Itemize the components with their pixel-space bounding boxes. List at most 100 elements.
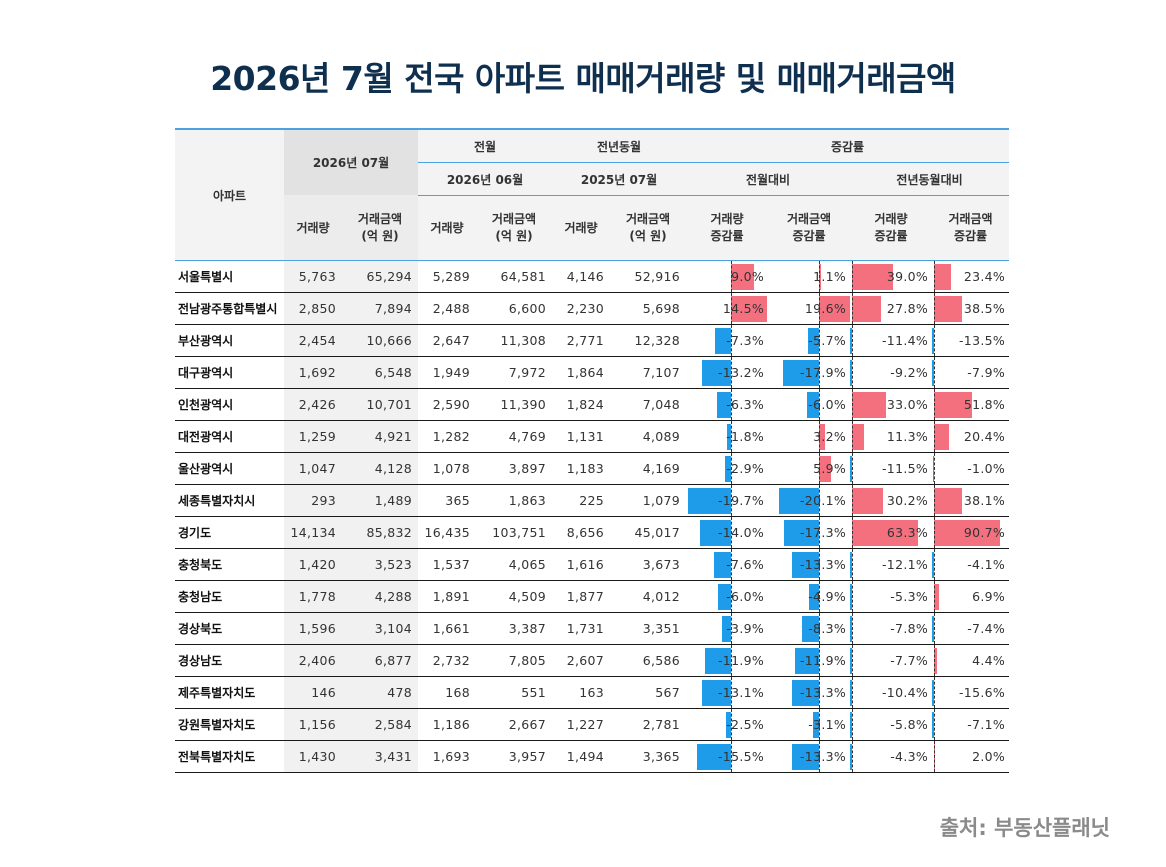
yoy-header: 전년동월대비 [850,162,1010,196]
py-vol-header: 거래량 [552,195,611,261]
change-label: -11.5% [882,461,929,476]
change-bar [717,392,732,418]
change-bar [934,296,963,322]
change-label: -5.7% [808,333,847,348]
change-cell-vol-yoy: -9.2% [850,356,933,389]
zero-axis-line [934,453,936,484]
value-cell-a-cur: 6,877 [342,644,419,677]
change-cell-amt-mom: -4.9% [768,580,851,613]
value-cell-v-cur: 1,047 [284,452,342,485]
zero-axis-line [819,421,821,452]
change-cell-amt-yoy: 20.4% [932,420,1010,453]
change-label: -15.6% [959,685,1006,700]
change-label: -13.5% [959,333,1006,348]
value-cell-a-cur: 7,894 [342,292,419,325]
change-label: 5.9% [813,461,847,476]
change-cell-vol-yoy: -11.5% [850,452,933,485]
value-cell-v-pm: 1,537 [418,548,477,581]
region-cell: 강원특별자치도 [175,708,284,741]
zero-axis-line [819,485,821,516]
table-row: 충청남도 1,778 4,288 1,891 4,509 1,877 4,012 -6.0% -… [175,580,1010,613]
pm-vol-header: 거래량 [418,195,477,261]
change-cell-vol-yoy: 11.3% [850,420,933,453]
value-cell-a-pm: 551 [476,676,553,709]
zero-axis-line [934,677,936,708]
value-cell-a-py: 1,079 [610,484,687,517]
change-label: 23.4% [963,269,1006,284]
change-cell-vol-yoy: -7.8% [850,612,933,645]
change-bar [696,744,732,770]
change-label: 1.1% [813,269,847,284]
change-cell-amt-yoy: -1.0% [932,452,1010,485]
region-cell: 제주특별자치도 [175,676,284,709]
change-bar [850,744,853,770]
change-bar [819,264,822,290]
table-row: 울산광역시 1,047 4,128 1,078 3,897 1,183 4,169 -2.9%… [175,452,1010,485]
zero-axis-line [934,517,936,548]
change-cell-vol-mom: -14.0% [686,516,769,549]
zero-axis-line [852,325,854,356]
change-cell-amt-yoy: -7.4% [932,612,1010,645]
value-cell-v-pm: 2,488 [418,292,477,325]
change-cell-vol-mom: -6.3% [686,388,769,421]
change-bar [850,648,853,674]
change-bar [850,584,853,610]
change-bar [852,520,918,546]
change-label: -14.0% [718,525,765,540]
change-label: -19.7% [718,493,765,508]
value-cell-a-cur: 3,431 [342,740,419,773]
yoy-vol-chg-header: 거래량 증감률 [850,195,933,261]
change-bar [714,328,732,354]
value-cell-v-pm: 1,186 [418,708,477,741]
change-cell-vol-yoy: 39.0% [850,260,933,293]
zero-axis-line [852,357,854,388]
change-bar [850,456,853,482]
change-bar [819,296,851,322]
zero-axis-line [934,613,936,644]
change-label: 20.4% [963,429,1006,444]
zero-axis-line [731,293,733,324]
change-label: -17.9% [800,365,847,380]
change-label: -5.3% [890,589,929,604]
change-label: -11.4% [882,333,929,348]
change-cell-vol-mom: -13.1% [686,676,769,709]
change-label: -1.0% [967,461,1006,476]
zero-axis-line [819,581,821,612]
region-header: 아파트 [175,128,284,261]
change-cell-amt-yoy: 23.4% [932,260,1010,293]
zero-axis-line [934,325,936,356]
value-cell-a-cur: 3,104 [342,612,419,645]
zero-axis-line [852,677,854,708]
zero-axis-line [852,261,854,292]
zero-axis-line [731,325,733,356]
change-bar [850,552,853,578]
change-bar [778,488,820,514]
change-bar [687,488,732,514]
zero-axis-line [731,741,733,772]
table-body: 서울특별시 5,763 65,294 5,289 64,581 4,146 52,916 9.… [175,260,1010,773]
change-bar [850,328,853,354]
value-cell-v-py: 1,494 [552,740,611,773]
change-cell-vol-yoy: 63.3% [850,516,933,549]
table-row: 서울특별시 5,763 65,294 5,289 64,581 4,146 52,916 9.… [175,260,1010,293]
zero-axis-line [934,389,936,420]
value-cell-a-py: 4,089 [610,420,687,453]
change-cell-vol-yoy: -5.3% [850,580,933,613]
value-cell-a-py: 6,586 [610,644,687,677]
value-cell-v-cur: 1,156 [284,708,342,741]
region-cell: 인천광역시 [175,388,284,421]
change-cell-vol-mom: -2.9% [686,452,769,485]
zero-axis-line [934,645,936,676]
table-row: 경상북도 1,596 3,104 1,661 3,387 1,731 3,351 -3.9% -… [175,612,1010,645]
change-label: -3.1% [808,717,847,732]
change-label: 51.8% [963,397,1006,412]
table-row: 제주특별자치도 146 478 168 551 163 567 -13.1% -13.3% -10… [175,676,1010,709]
change-label: 30.2% [886,493,929,508]
value-cell-v-pm: 1,078 [418,452,477,485]
change-bar [934,584,940,610]
change-bar [702,680,732,706]
value-cell-a-cur: 10,666 [342,324,419,357]
change-cell-vol-yoy: -12.1% [850,548,933,581]
change-cell-vol-yoy: 30.2% [850,484,933,517]
change-bar [934,392,972,418]
